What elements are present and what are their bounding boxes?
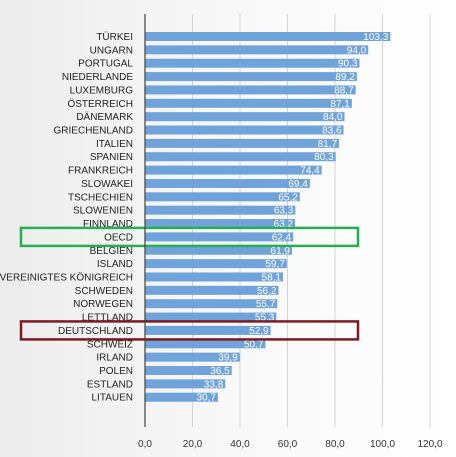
category-label: TSCHECHIEN [68,192,133,203]
bar [145,232,294,242]
bar [145,339,266,349]
bar [145,272,283,282]
category-label: OECD [104,232,133,243]
data-label: 65,2 [278,192,298,203]
bar [145,112,345,122]
category-label: FRANKREICH [68,166,133,177]
category-label: ESTLAND [87,379,133,390]
data-label: 63,3 [274,206,294,217]
data-label: 90,3 [338,59,358,70]
category-label: ITALIEN [96,139,133,150]
data-label: 58,1 [262,272,282,283]
data-label: 80,3 [314,152,334,163]
bar [145,45,369,55]
bar [145,58,360,68]
bar [145,219,296,229]
data-label: 55,7 [256,299,276,310]
x-tick-label: 100,0 [370,439,395,450]
data-label: 30,7 [196,393,216,404]
category-label: SCHWEIZ [87,339,133,350]
data-label: 50,7 [244,339,264,350]
category-label: FINNLAND [83,219,133,230]
bar [145,325,271,335]
data-label: 87,1 [330,99,350,110]
bar [145,32,391,41]
data-label: 63,2 [274,219,294,230]
category-label: VEREINIGTES KÖNIGREICH [0,271,133,283]
category-label: DÄNEMARK [76,111,133,123]
data-label: 94,0 [347,45,367,56]
bar [145,366,232,375]
category-label: PORTUGAL [78,59,133,70]
data-label: 52,9 [249,326,269,337]
data-label: 81,7 [318,139,338,150]
category-label: GRIECHENLAND [54,126,133,137]
bar [145,165,322,175]
category-label: BELGIEN [90,246,133,257]
data-label: 33,8 [204,379,224,390]
data-label: 89,2 [335,72,355,83]
data-label: 74,4 [300,166,320,177]
bar [145,205,296,215]
bar [145,98,352,108]
data-label: 88,7 [334,85,354,96]
x-tick-label: 80,0 [325,439,345,450]
x-tick-label: 0,0 [138,439,152,450]
bar [145,392,218,402]
bar [145,138,340,148]
bar [145,85,356,95]
category-label: SPANIEN [90,152,133,163]
bar [145,379,226,389]
category-label: ÖSTERREICH [67,98,133,110]
data-label: 59,7 [265,259,285,270]
x-tick-label: 20,0 [183,439,203,450]
bar [145,352,240,362]
x-tick-label: 40,0 [230,439,250,450]
category-label: POLEN [99,366,133,377]
data-label: 61,9 [271,246,291,257]
data-label: 36,5 [210,366,230,377]
category-label: LUXEMBURG [70,85,134,96]
data-label: 56,2 [257,286,277,297]
data-label: 39,9 [218,353,238,364]
bar [145,178,310,188]
category-label: UNGARN [90,45,133,56]
data-label: 55,3 [255,313,275,324]
bar [145,285,279,295]
data-label: 69,4 [288,179,308,190]
bar [145,312,277,322]
highlight-box [19,226,360,248]
highlight-box [19,320,360,341]
x-tick-label: 60,0 [278,439,298,450]
category-label: SCHWEDEN [75,286,133,297]
data-label: 62,4 [272,232,292,243]
bar [145,125,344,135]
data-label: 83,6 [322,126,342,137]
bar [145,259,287,269]
category-label: TÜRKEI [96,31,133,43]
category-label: DEUTSCHLAND [58,326,133,337]
data-label: 84,0 [323,112,343,123]
category-label: NIEDERLANDE [62,72,133,83]
bar [145,299,278,309]
bar [145,245,293,255]
category-label: ISLAND [97,259,133,270]
category-label: IRLAND [96,353,133,364]
x-tick-label: 120,0 [417,439,442,450]
category-label: NORWEGEN [73,299,133,310]
bar [145,192,300,202]
category-label: SLOWENIEN [73,206,133,217]
category-label: LETTLAND [82,313,133,324]
category-label: LITAUEN [92,393,134,404]
category-label: SLOWAKEI [81,179,133,190]
bar [145,152,336,162]
bar [145,72,357,82]
data-label: 103,3 [363,32,388,43]
